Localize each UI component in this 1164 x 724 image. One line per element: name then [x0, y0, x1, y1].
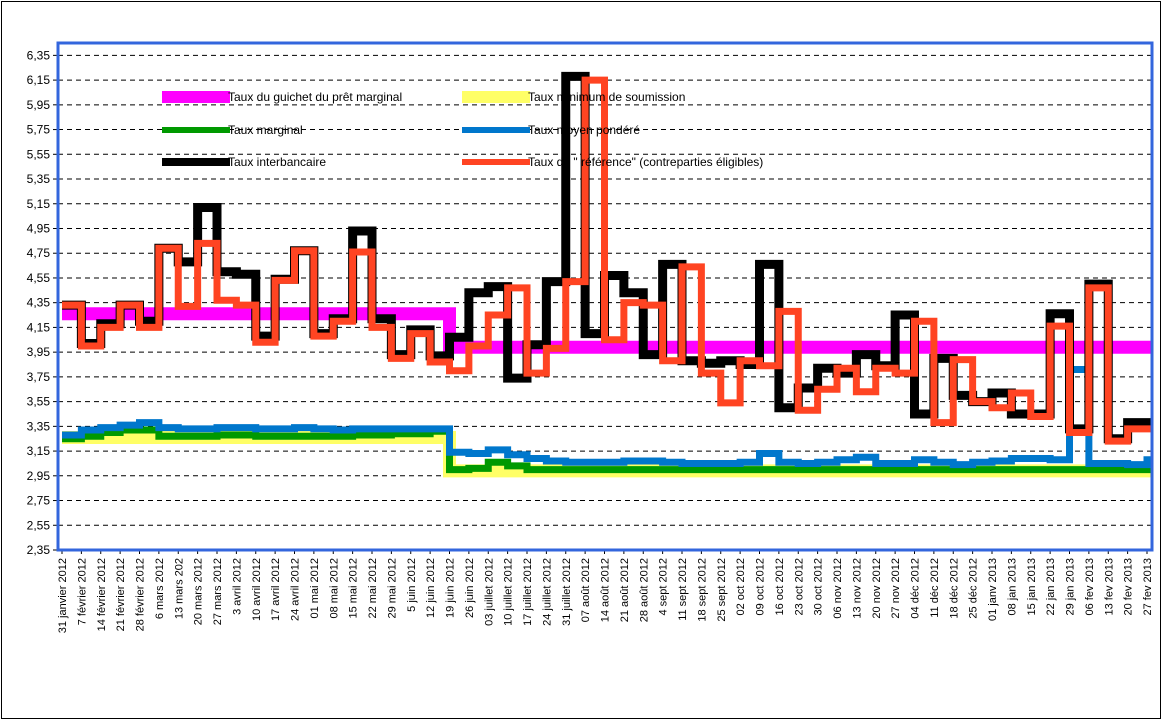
x-tick-label: 14 février 2012	[96, 558, 108, 631]
x-tick-label: 31 janvier 2012	[57, 558, 69, 633]
series-line-3	[62, 369, 1151, 464]
x-tick-label: 22 mai 2012	[367, 558, 379, 619]
y-tick-label: 2,35	[27, 543, 51, 557]
y-tick-label: 3,95	[27, 345, 51, 359]
x-tick-label: 13 fev 2013	[1103, 558, 1115, 616]
x-tick-label: 10 juillet 2012	[503, 558, 515, 626]
x-tick-label: 03 juillet 2012	[483, 558, 495, 626]
x-tick-label: 07 août 2012	[580, 558, 592, 622]
x-tick-label: 3 avril 2012	[231, 558, 243, 615]
y-tick-label: 2,95	[27, 469, 51, 483]
x-tick-label: 11 sept 2012	[677, 558, 689, 621]
x-tick-label: 16 oct 2012	[774, 558, 786, 616]
x-tick-label: 24 avril 2012	[290, 558, 302, 621]
y-tick-label: 5,15	[27, 197, 51, 211]
x-tick-label: 22 jan 2013	[1045, 558, 1057, 616]
x-tick-label: 15 mai 2012	[348, 558, 360, 619]
y-tick-label: 5,95	[27, 98, 51, 112]
series-line-1	[62, 437, 1151, 470]
x-tick-label: 09 oct 2012	[755, 558, 767, 616]
y-tick-label: 4,75	[27, 246, 51, 260]
x-tick-label: 08 jan 2013	[1006, 558, 1018, 616]
x-tick-label: 7 février 2012	[76, 558, 88, 625]
y-tick-label: 4,35	[27, 296, 51, 310]
y-tick-label: 3,15	[27, 444, 51, 458]
y-tick-label: 5,55	[27, 147, 51, 161]
y-tick-label: 2,55	[27, 518, 51, 532]
x-tick-label: 29 jan 2013	[1065, 558, 1077, 616]
legend-label: Taux minimum de soumission	[528, 90, 685, 104]
x-tick-label: 04 déc 2012	[910, 558, 922, 619]
x-tick-label: 06 fev 2013	[1084, 558, 1096, 616]
x-tick-label: 06 nov 2012	[832, 558, 844, 619]
x-tick-label: 01 mai 2012	[309, 558, 321, 619]
x-tick-label: 6 mars 2012	[154, 558, 166, 619]
y-tick-label: 4,15	[27, 320, 51, 334]
x-tick-label: 01 janv 2013	[987, 558, 999, 621]
legend-label: Taux moyen pondéré	[528, 123, 640, 137]
x-tick-label: 18 sept 2012	[696, 558, 708, 622]
x-tick-label: 18 déc 2012	[948, 558, 960, 619]
y-tick-label: 2,75	[27, 494, 51, 508]
x-tick-label: 31 juillet 2012	[561, 558, 573, 626]
x-tick-label: 17 juillet 2012	[522, 558, 534, 626]
x-tick-label: 25 déc 2012	[968, 558, 980, 619]
x-tick-label: 20 mars 2012	[193, 558, 205, 625]
x-tick-label: 12 juin 2012	[425, 558, 437, 618]
legend-label: Taux du guichet du prêt marginal	[228, 90, 402, 104]
y-tick-label: 4,95	[27, 221, 51, 235]
legend-label: Taux interbancaire	[228, 155, 326, 169]
legend-label: Taux de " référence" (contreparties élig…	[528, 155, 763, 169]
x-tick-label: 14 août 2012	[600, 558, 612, 622]
x-tick-label: 29 mai 2012	[386, 558, 398, 619]
x-tick-label: 30 oct 2012	[813, 558, 825, 616]
x-tick-label: 23 oct 2012	[793, 558, 805, 616]
y-tick-label: 4,55	[27, 271, 51, 285]
x-tick-label: 08 mai 2012	[328, 558, 340, 619]
x-tick-label: 21 août 2012	[619, 558, 631, 622]
x-tick-label: 26 juin 2012	[464, 558, 476, 618]
y-tick-label: 5,75	[27, 123, 51, 137]
y-tick-label: 5,35	[27, 172, 51, 186]
x-tick-label: 13 mars 202	[173, 558, 185, 619]
x-tick-label: 13 nov 2012	[851, 558, 863, 619]
x-tick-label: 19 juin 2012	[445, 558, 457, 618]
y-tick-label: 6,15	[27, 73, 51, 87]
x-tick-label: 28 août 2012	[638, 558, 650, 622]
x-tick-label: 02 oct 2012	[735, 558, 747, 616]
y-tick-label: 3,75	[27, 370, 51, 384]
x-tick-label: 27 nov 2012	[890, 558, 902, 619]
x-tick-label: 27 mars 2012	[212, 558, 224, 625]
y-tick-label: 3,55	[27, 395, 51, 409]
x-tick-label: 4 sept 2012	[658, 558, 670, 616]
x-tick-label: 17 avril 2012	[270, 558, 282, 621]
x-tick-label: 28 février 2012	[135, 558, 147, 631]
x-tick-label: 10 avril 2012	[251, 558, 263, 621]
y-tick-label: 6,35	[27, 48, 51, 62]
y-tick-label: 3,35	[27, 419, 51, 433]
x-tick-label: 21 février 2012	[115, 558, 127, 631]
x-tick-label: 15 jan 2013	[1026, 558, 1038, 616]
legend-label: Taux marginal	[228, 123, 303, 137]
x-tick-label: 25 sept 2012	[716, 558, 728, 622]
x-tick-label: 24 juillet 2012	[541, 558, 553, 626]
x-tick-label: 5 juin 2012	[406, 558, 418, 612]
x-tick-label: 20 fev 2013	[1123, 558, 1135, 616]
x-tick-label: 27 fev 2013	[1142, 558, 1154, 616]
x-tick-label: 20 nov 2012	[871, 558, 883, 619]
x-tick-label: 11 déc 2012	[929, 558, 941, 618]
